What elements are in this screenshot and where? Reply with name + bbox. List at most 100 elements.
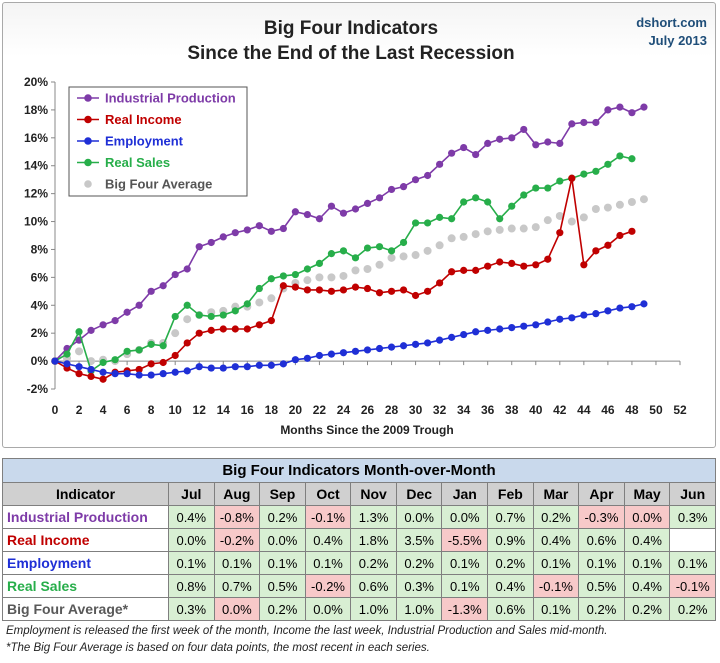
data-point: [411, 291, 420, 300]
mom-cell: 0.1%: [532, 551, 580, 575]
data-point: [375, 344, 384, 353]
table-title: Big Four Indicators Month-over-Month: [2, 458, 716, 483]
data-point: [520, 262, 528, 270]
mom-cell: 0.2%: [487, 551, 534, 575]
legend-label: Big Four Average: [105, 177, 212, 192]
footnote-average: *The Big Four Average is based on four d…: [6, 642, 430, 654]
mom-cell: -0.1%: [669, 574, 716, 598]
data-point: [123, 308, 131, 316]
data-point: [496, 258, 504, 266]
data-point: [255, 222, 263, 230]
data-point: [436, 213, 444, 221]
data-point: [363, 346, 372, 354]
mom-cell: 1.8%: [350, 528, 397, 552]
data-point: [496, 215, 504, 223]
mom-cell: -0.1%: [304, 505, 352, 529]
data-point: [315, 215, 324, 223]
x-tick-label: 28: [385, 403, 399, 417]
data-point: [303, 210, 312, 219]
data-point: [279, 282, 287, 290]
mom-cell: 0.1%: [532, 597, 580, 621]
data-point: [99, 321, 107, 329]
data-point: [508, 202, 516, 210]
x-tick-label: 8: [148, 403, 155, 417]
mom-cell: 0.7%: [213, 574, 261, 598]
data-point: [99, 358, 107, 367]
legend-label: Industrial Production: [105, 91, 236, 106]
data-point: [219, 364, 227, 372]
data-point: [183, 339, 191, 347]
data-point: [279, 224, 287, 233]
mom-cell: 0.2%: [669, 597, 716, 621]
data-point: [183, 265, 191, 273]
data-point: [279, 360, 287, 368]
data-point: [63, 350, 71, 358]
data-point: [436, 160, 444, 168]
mom-cell: 0.3%: [395, 574, 443, 598]
x-tick-label: 18: [265, 403, 279, 417]
legend-label: Real Income: [105, 112, 182, 127]
mom-cell: 0.2%: [395, 551, 443, 575]
data-point: [568, 120, 576, 128]
data-point: [616, 231, 624, 240]
mom-cell: 0.4%: [623, 574, 671, 598]
data-point: [159, 342, 167, 350]
y-tick-label: 4%: [31, 298, 49, 312]
series-big-four-average: [51, 195, 648, 366]
header-month: Jan: [441, 482, 489, 506]
footnote-release: Employment is released the first week of…: [6, 625, 608, 637]
data-point: [243, 325, 251, 333]
data-point: [423, 246, 432, 255]
mom-cell: 0.0%: [168, 528, 215, 552]
data-point: [351, 205, 360, 213]
mom-cell: 0.1%: [168, 551, 215, 575]
series-employment: [51, 300, 648, 379]
data-point: [219, 325, 227, 333]
data-point: [592, 118, 600, 127]
data-point: [616, 152, 624, 160]
legend-item: Real Sales: [77, 155, 170, 170]
y-tick-label: 8%: [31, 242, 49, 256]
data-point: [399, 183, 408, 191]
data-point: [532, 321, 540, 329]
x-tick-label: 44: [577, 403, 591, 417]
data-point: [628, 155, 636, 163]
data-point: [279, 272, 287, 280]
data-point: [459, 232, 468, 241]
y-tick-label: 18%: [24, 103, 48, 117]
mom-cell: 3.5%: [395, 528, 443, 552]
data-point: [327, 250, 336, 258]
mom-cell: 0.0%: [259, 528, 306, 552]
mom-cell: 0.5%: [259, 574, 306, 598]
data-point: [171, 270, 179, 279]
data-point: [604, 241, 612, 249]
legend-marker: [84, 158, 92, 167]
header-month: May: [623, 482, 671, 506]
source-label: dshort.com: [636, 15, 707, 30]
data-point: [171, 351, 179, 360]
data-point: [351, 347, 360, 355]
y-tick-label: 0%: [31, 354, 49, 368]
data-point: [375, 260, 384, 269]
header-month: Aug: [213, 482, 261, 506]
data-point: [387, 253, 396, 262]
data-point: [183, 301, 191, 309]
mom-cell: 0.4%: [168, 505, 215, 529]
x-tick-label: 20: [289, 403, 303, 417]
indicator-name: Employment: [2, 551, 169, 575]
data-point: [255, 284, 263, 293]
data-point: [183, 315, 192, 324]
data-point: [375, 243, 384, 251]
data-point: [267, 227, 275, 235]
mom-cell: 0.1%: [623, 551, 671, 575]
data-point: [604, 106, 612, 114]
data-point: [483, 227, 492, 236]
footnotes: Employment is released the first week of…: [2, 623, 716, 657]
data-point: [615, 200, 624, 209]
x-tick-label: 24: [337, 403, 351, 417]
data-point: [448, 268, 456, 276]
data-point: [411, 340, 420, 348]
x-tick-label: 22: [313, 403, 327, 417]
data-point: [339, 247, 348, 255]
data-point: [51, 357, 59, 365]
